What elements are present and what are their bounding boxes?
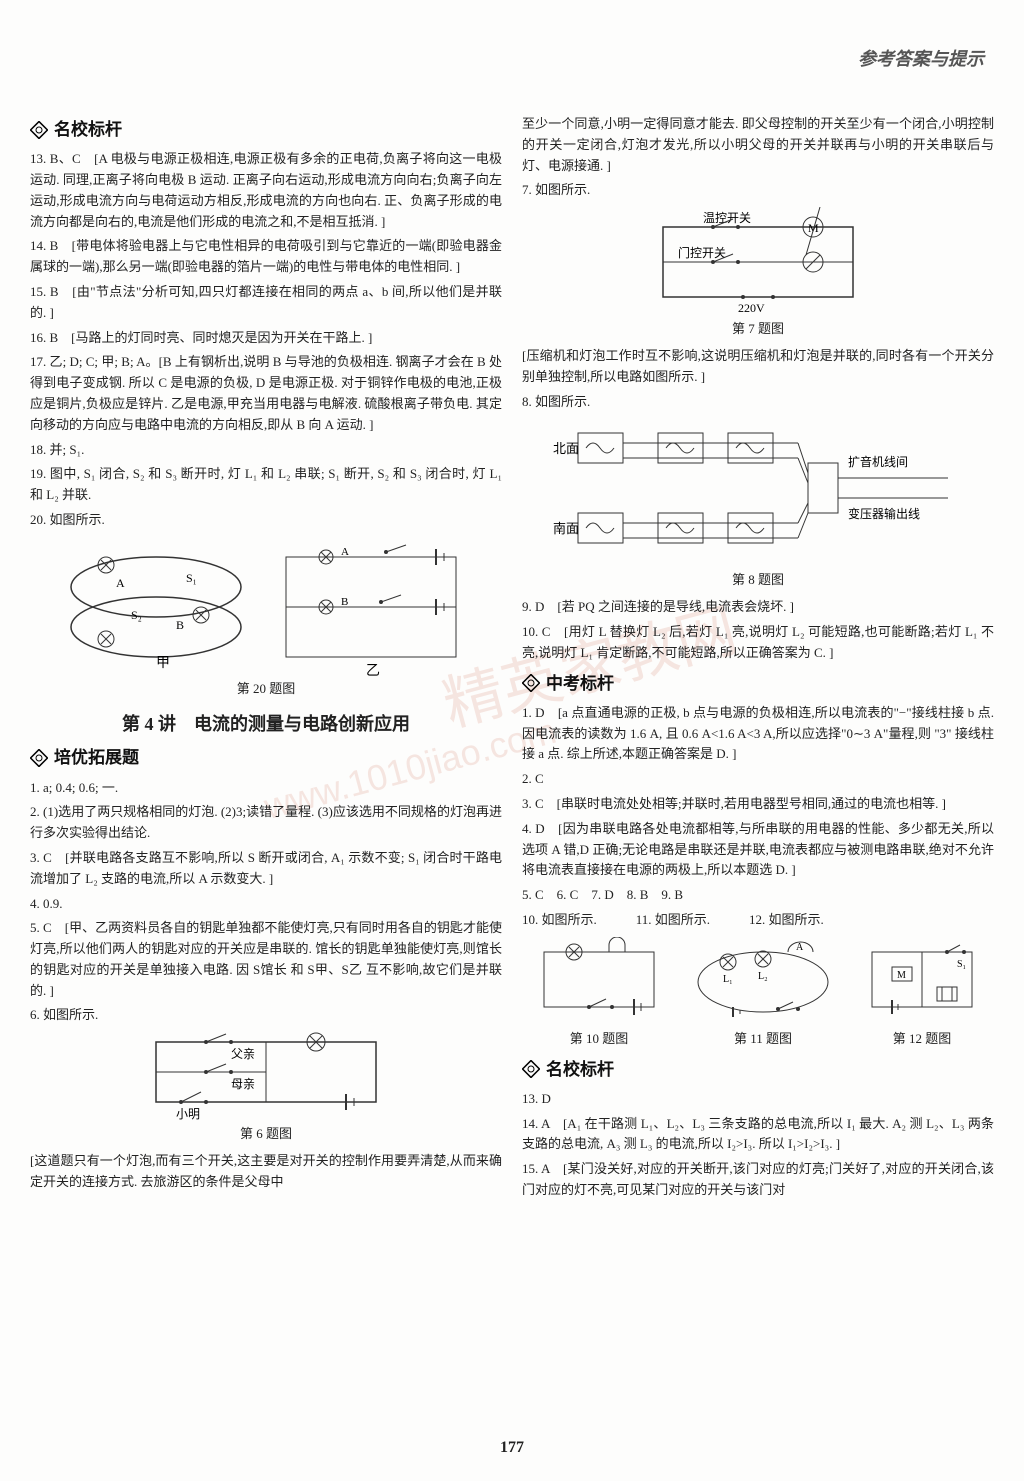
figure-11: L₁ L₂ A 第 11 题图	[688, 937, 838, 1050]
svg-text:S₁: S₁	[186, 571, 197, 585]
pytz-q2: 2. (1)选用了两只规格相同的灯泡. (2)3;读错了量程. (3)应该选用不…	[30, 802, 502, 844]
diamond-icon	[30, 749, 48, 767]
q6-cont: 至少一个同意,小明一定得同意才能去. 即父母控制的开关至少有一个闭合,小明控制的…	[522, 114, 994, 176]
diamond-icon	[522, 1060, 540, 1078]
q10: 10. C [用灯 L 替换灯 L₂ 后,若灯 L₁ 亮,说明灯 L₂ 可能短路…	[522, 622, 994, 664]
section-pytz: 培优拓展题	[30, 744, 502, 771]
pytz-q6-text: 6. 如图所示.	[30, 1005, 502, 1026]
svg-text:B: B	[341, 596, 348, 608]
pytz-q5: 5. C [甲、乙两资料员各自的钥匙单独都不能使灯亮,只有同时用各自的钥匙才能使…	[30, 918, 502, 1001]
q18: 18. 并; S₁.	[30, 440, 502, 461]
zk-q5line: 5. C 6. C 7. D 8. B 9. B	[522, 885, 994, 906]
svg-text:小明: 小明	[176, 1107, 200, 1121]
figure-12: M S₁ 第 12 题图	[862, 937, 982, 1050]
svg-text:A: A	[116, 576, 125, 590]
content-columns: 名校标杆 13. B、C [A 电极与电源正极相连,电源正极有多余的正电荷,负离…	[30, 110, 994, 1205]
mx-q15: 15. A [某门没关好,对应的开关断开,该门对应的灯亮;门关好了,对应的开关闭…	[522, 1159, 994, 1201]
q16: 16. B [马路上的灯同时亮、同时熄灭是因为开关在干路上. ]	[30, 328, 502, 349]
svg-text:S₂: S₂	[131, 608, 142, 622]
svg-text:扩音机线间: 扩音机线间	[848, 454, 908, 469]
section-mxbg-label: 名校标杆	[54, 116, 122, 143]
svg-text:L₂: L₂	[758, 971, 768, 982]
svg-text:B: B	[176, 618, 184, 632]
q17: 17. 乙; D; C; 甲; B; A。[B 上有钢析出,说明 B 与导池的负…	[30, 352, 502, 435]
figure-20: A S₁ S₂ B 甲 A B	[30, 537, 502, 700]
svg-text:乙: 乙	[366, 663, 380, 677]
svg-text:A: A	[341, 546, 349, 558]
diamond-icon	[30, 121, 48, 139]
lesson4-title: 第 4 讲 电流的测量与电路创新应用	[30, 710, 502, 739]
fig12-caption: 第 12 题图	[862, 1029, 982, 1050]
svg-text:母亲: 母亲	[231, 1077, 255, 1091]
zk-q1: 1. D [a 点直通电源的正极, b 点与电源的负极相连,所以电流表的"−"接…	[522, 703, 994, 765]
section-mxbg: 名校标杆	[30, 116, 502, 143]
section-mxbg-2: 名校标杆	[522, 1056, 994, 1083]
q20-text: 20. 如图所示.	[30, 510, 502, 531]
svg-text:S₁: S₁	[957, 959, 966, 970]
q13: 13. B、C [A 电极与电源正极相连,电源正极有多余的正电荷,负离子将向这一…	[30, 149, 502, 232]
fig10-caption: 第 10 题图	[534, 1029, 664, 1050]
figure-7: 温控开关 M 门控开关 220V 第 7 题图	[522, 207, 994, 340]
svg-text:门控开关: 门控开关	[678, 245, 726, 260]
mx-q14: 14. A [A₁ 在干路测 L₁、L₂、L₃ 三条支路的总电流,所以 I₁ 最…	[522, 1114, 994, 1156]
section-pytz-label: 培优拓展题	[54, 744, 139, 771]
fig20-caption: 第 20 题图	[30, 679, 502, 700]
pytz-q6-note: [这道题只有一个灯泡,而有三个开关,这主要是对开关的控制作用要弄清楚,从而来确定…	[30, 1151, 502, 1193]
section-zkbg: 中考标杆	[522, 670, 994, 697]
svg-text:L₁: L₁	[723, 974, 733, 985]
page-header: 参考答案与提示	[858, 45, 984, 74]
zk-q10-13-line: 10. 如图所示. 11. 如图所示. 12. 如图所示.	[522, 910, 994, 931]
right-column: 至少一个同意,小明一定得同意才能去. 即父母控制的开关至少有一个闭合,小明控制的…	[522, 110, 994, 1205]
q19: 19. 图中, S₁ 闭合, S₂ 和 S₃ 断开时, 灯 L₁ 和 L₂ 串联…	[30, 464, 502, 506]
svg-text:父亲: 父亲	[231, 1047, 255, 1061]
figure-row-10-12: 第 10 题图 L₁ L₂ A 第 11 题图	[522, 937, 994, 1050]
zk-q4: 4. D [因为串联电路各处电流都相等,与所串联的用电器的性能、多少都无关,所以…	[522, 819, 994, 881]
section-zkbg-label: 中考标杆	[546, 670, 614, 697]
q7-note: [压缩机和灯泡工作时互不影响,这说明压缩机和灯泡是并联的,同时各有一个开关分别单…	[522, 346, 994, 388]
figure-10: 第 10 题图	[534, 937, 664, 1050]
figure-6: 小明 父亲 母亲 第 6 题图	[30, 1032, 502, 1145]
q9: 9. D [若 PQ 之间连接的是导线,电流表会烧坏. ]	[522, 597, 994, 618]
pytz-q4: 4. 0.9.	[30, 894, 502, 915]
mx-q13: 13. D	[522, 1089, 994, 1110]
fig11-caption: 第 11 题图	[688, 1029, 838, 1050]
q14: 14. B [带电体将验电器上与它电性相异的电荷吸引到与它靠近的一端(即验电器金…	[30, 236, 502, 278]
svg-text:甲: 甲	[156, 656, 170, 671]
diamond-icon	[522, 674, 540, 692]
q8-text: 8. 如图所示.	[522, 392, 994, 413]
pytz-q1: 1. a; 0.4; 0.6; 一.	[30, 778, 502, 799]
page-number: 177	[0, 1435, 1024, 1461]
section-mxbg2-label: 名校标杆	[546, 1056, 614, 1083]
svg-text:M: M	[897, 970, 906, 981]
q15: 15. B [由"节点法"分析可知,四只灯都连接在相同的两点 a、b 间,所以他…	[30, 282, 502, 324]
svg-text:变压器输出线: 变压器输出线	[848, 506, 920, 521]
pytz-q3: 3. C [并联电路各支路互不影响,所以 S 断开或闭合, A₁ 示数不变; S…	[30, 848, 502, 890]
svg-text:220V: 220V	[738, 301, 765, 315]
zk-q3: 3. C [串联时电流处处相等;并联时,若用电器型号相同,通过的电流也相等. ]	[522, 794, 994, 815]
left-column: 名校标杆 13. B、C [A 电极与电源正极相连,电源正极有多余的正电荷,负离…	[30, 110, 502, 1205]
q7-text: 7. 如图所示.	[522, 180, 994, 201]
svg-text:A: A	[796, 942, 804, 953]
fig8-caption: 第 8 题图	[522, 570, 994, 591]
figure-8: 北面 南面 扩音机线间 变压器输出线 第 8 题图	[522, 418, 994, 591]
zk-q2: 2. C	[522, 769, 994, 790]
fig6-caption: 第 6 题图	[30, 1124, 502, 1145]
svg-text:北面: 北面	[553, 441, 579, 456]
svg-text:南面: 南面	[553, 521, 579, 536]
svg-text:温控开关: 温控开关	[703, 211, 751, 225]
fig7-caption: 第 7 题图	[522, 319, 994, 340]
